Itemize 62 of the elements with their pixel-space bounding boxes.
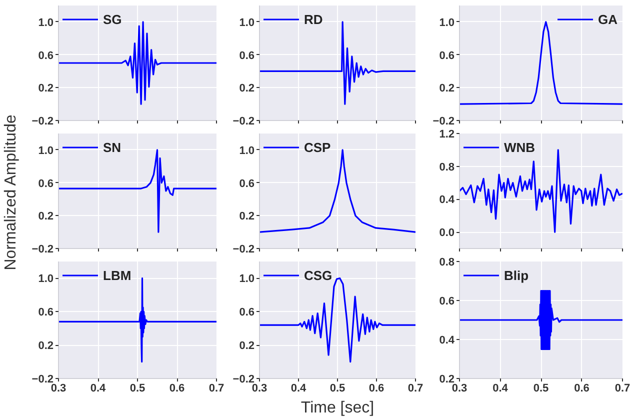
y-tick-label: −0.2 [432,116,455,128]
legend-label: SG [103,12,123,26]
legend-label: LBM [103,268,132,282]
x-axis-title: Time [sec] [300,400,374,416]
y-tick-label: 0.6 [439,50,455,62]
x-tick-label: 0.3 [252,382,268,394]
y-tick-label: 0.8 [439,256,455,268]
y-axis-title: Normalized Amplitude [2,114,20,270]
x-tick-label: 0.4 [492,382,509,394]
y-tick-label: −0.2 [32,116,54,128]
y-tick-label: 0.2 [239,82,255,95]
x-tick-label: 0.5 [130,382,146,394]
legend-label: WNB [504,140,536,154]
x-tick-label: 0.3 [50,382,66,394]
x-tick-label: 0.4 [90,382,107,394]
y-tick-label: 0.6 [38,50,54,62]
y-tick-label: −0.2 [232,244,255,256]
y-tick-label: 0.4 [439,194,456,206]
y-tick-label: 0.6 [239,306,255,319]
legend-label: SN [103,140,122,154]
legend-label: RD [304,12,324,26]
y-tick-label: 0.2 [239,340,255,352]
x-tick-label: 0.5 [330,382,346,394]
y-tick-label: 1.0 [239,144,255,157]
x-tick-label: 0.7 [614,382,630,394]
y-tick-label: 1.2 [439,128,455,140]
y-tick-label: 0.2 [439,374,455,386]
legend-label: GA [598,12,618,26]
x-tick-label: 0.7 [208,382,224,394]
y-tick-label: −0.2 [232,116,255,128]
y-tick-label: 1.0 [38,16,54,29]
y-tick-label: 0.6 [38,306,54,319]
y-tick-label: 0.2 [38,210,54,223]
x-tick-label: 0.5 [533,382,549,394]
x-tick-label: 0.7 [408,382,424,394]
y-tick-label: 0.8 [439,161,455,174]
x-tick-label: 0.3 [452,382,468,394]
y-tick-label: 0.2 [439,82,455,95]
y-tick-label: 0.4 [439,334,456,346]
x-tick-label: 0.6 [574,382,590,394]
y-tick-label: 0.6 [239,50,255,62]
y-tick-label: 0.2 [239,210,255,223]
y-tick-label: 1.0 [439,16,455,29]
y-tick-label: −0.2 [232,374,255,386]
legend-label: Blip [504,268,529,282]
y-tick-label: 0.6 [38,178,54,190]
legend-label: CSP [304,140,331,154]
y-tick-label: 0.0 [439,227,455,240]
y-tick-label: 1.0 [38,144,54,157]
y-tick-label: 1.0 [239,273,255,286]
y-tick-label: 1.0 [38,273,54,286]
y-tick-label: 1.0 [239,16,255,29]
y-tick-label: −0.2 [32,244,54,256]
x-tick-label: 0.4 [290,382,308,394]
legend-label: CSG [304,268,332,282]
y-tick-label: 0.2 [38,82,54,95]
x-tick-label: 0.6 [169,382,185,394]
y-tick-label: 0.2 [38,340,54,352]
y-tick-label: −0.2 [32,374,54,386]
y-tick-label: 0.6 [439,296,455,308]
x-tick-label: 0.6 [368,382,384,394]
y-tick-label: 0.6 [239,178,255,190]
